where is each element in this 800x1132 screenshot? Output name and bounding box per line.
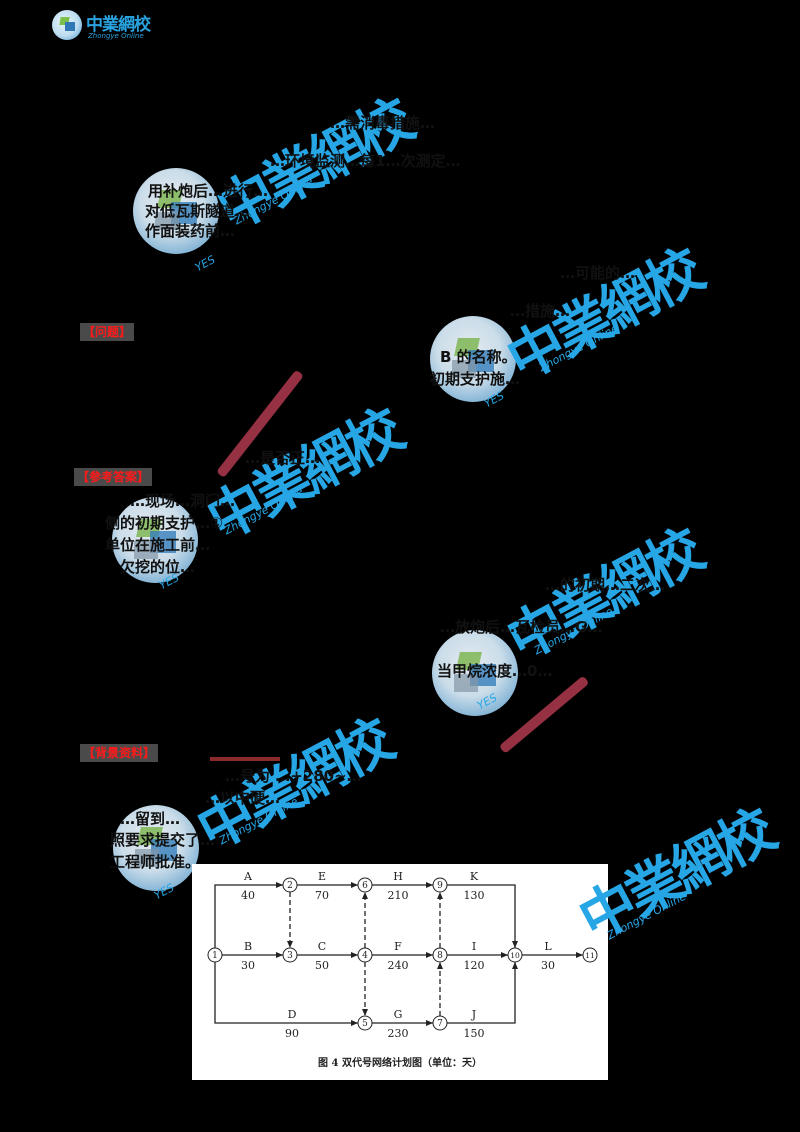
activity-name: D bbox=[288, 1008, 297, 1021]
node-label: 4 bbox=[362, 951, 368, 961]
text-fragment: 工程师批准。 bbox=[110, 853, 201, 871]
node-label: 5 bbox=[362, 1019, 368, 1029]
text-fragment: …留到… bbox=[120, 810, 181, 828]
text-fragment: …需消毒措施… bbox=[330, 114, 436, 132]
activity-name: A bbox=[243, 870, 253, 883]
section-label-question: 【问题】 bbox=[80, 323, 135, 341]
activity-duration: 90 bbox=[285, 1027, 299, 1040]
text-fragment: 当甲烷浓度…0… bbox=[437, 662, 553, 680]
section-label-background: 【背景资料】 bbox=[80, 744, 159, 762]
logo-brand-text: 中業網校 bbox=[86, 15, 151, 35]
label-underline bbox=[210, 757, 280, 761]
activity-name: B bbox=[244, 940, 252, 953]
activity-duration: 240 bbox=[388, 959, 409, 972]
watermark-logo-icon bbox=[133, 168, 219, 254]
watermark-badge: YES bbox=[192, 253, 218, 275]
network-diagram: 1 2 3 4 5 6 7 8 9 10 11 A 40 B 30 C 50 D… bbox=[192, 864, 608, 1080]
node-label: 11 bbox=[585, 951, 595, 960]
diagram-caption: 图 4 双代号网络计划图（单位：天） bbox=[318, 1058, 482, 1069]
activity-duration: 70 bbox=[315, 889, 329, 902]
text-fragment: 单位在施工前… bbox=[105, 536, 211, 554]
node-label: 1 bbox=[212, 951, 218, 961]
text-fragment: …放炮后…瓦检员…G… bbox=[440, 618, 603, 636]
watermark-logo-icon bbox=[112, 497, 198, 583]
activity-name: H bbox=[393, 870, 403, 883]
node-label: 10 bbox=[510, 951, 520, 960]
text-fragment: 欠挖的位… bbox=[120, 558, 196, 576]
text-fragment: …可能的… bbox=[560, 264, 636, 282]
node-label: 7 bbox=[437, 1019, 443, 1029]
text-fragment: …的初期…二次… bbox=[545, 576, 666, 594]
text-fragment: …措施… bbox=[510, 302, 571, 320]
activity-duration: 30 bbox=[541, 959, 555, 972]
node-label: 9 bbox=[437, 881, 443, 891]
section-label-answer: 【参考答案】 bbox=[74, 468, 153, 486]
activity-duration: 50 bbox=[315, 959, 329, 972]
activity-name: E bbox=[318, 870, 326, 883]
activity-name: I bbox=[472, 940, 476, 953]
text-fragment: 作面装药前… bbox=[145, 222, 236, 240]
text-fragment: 照要求提交了… bbox=[110, 831, 216, 849]
activity-name: J bbox=[471, 1008, 476, 1021]
logo-tagline: Zhongye Online bbox=[88, 32, 144, 40]
activity-name: K bbox=[470, 870, 479, 883]
activity-name: L bbox=[544, 940, 552, 953]
text-fragment: …现场…洞门… bbox=[130, 492, 236, 510]
watermark-logo-icon bbox=[113, 805, 199, 891]
text-fragment: 用补炮后…进行… bbox=[148, 182, 269, 200]
watermark-logo-icon bbox=[430, 316, 516, 402]
activity-name: G bbox=[394, 1008, 403, 1021]
node-label: 3 bbox=[287, 951, 293, 961]
activity-duration: 210 bbox=[388, 889, 409, 902]
activity-duration: 150 bbox=[464, 1027, 485, 1040]
watermark-text: 中業網校 bbox=[569, 798, 784, 954]
text-fragment: 侧的初期支护…① bbox=[105, 514, 223, 532]
activity-duration: 40 bbox=[241, 889, 255, 902]
activity-name: F bbox=[394, 940, 402, 953]
node-label: 8 bbox=[437, 951, 443, 961]
text-fragment: …环境监测…每1…次测定… bbox=[270, 152, 461, 170]
site-logo: 中業網校 Zhongye Online bbox=[48, 8, 160, 44]
activity-duration: 120 bbox=[464, 959, 485, 972]
node-label: 2 bbox=[287, 881, 293, 891]
text-fragment: B 的名称。 bbox=[440, 348, 517, 366]
watermark-logo-icon bbox=[432, 630, 518, 716]
text-fragment: …号为 …+280~… bbox=[225, 767, 362, 785]
activity-duration: 130 bbox=[464, 889, 485, 902]
node-label: 6 bbox=[362, 881, 368, 891]
logo-emblem-icon bbox=[52, 10, 82, 40]
text-fragment: 初期支护施… bbox=[430, 370, 521, 388]
activity-duration: 30 bbox=[241, 959, 255, 972]
activity-name: C bbox=[318, 940, 326, 953]
text-fragment: …以中硬… bbox=[205, 789, 281, 807]
text-fragment: …是否正… bbox=[245, 449, 321, 467]
text-fragment: 对低瓦斯隧道… bbox=[145, 202, 251, 220]
activity-duration: 230 bbox=[388, 1027, 409, 1040]
network-diagram-svg: 1 2 3 4 5 6 7 8 9 10 11 A 40 B 30 C 50 D… bbox=[207, 870, 598, 1040]
